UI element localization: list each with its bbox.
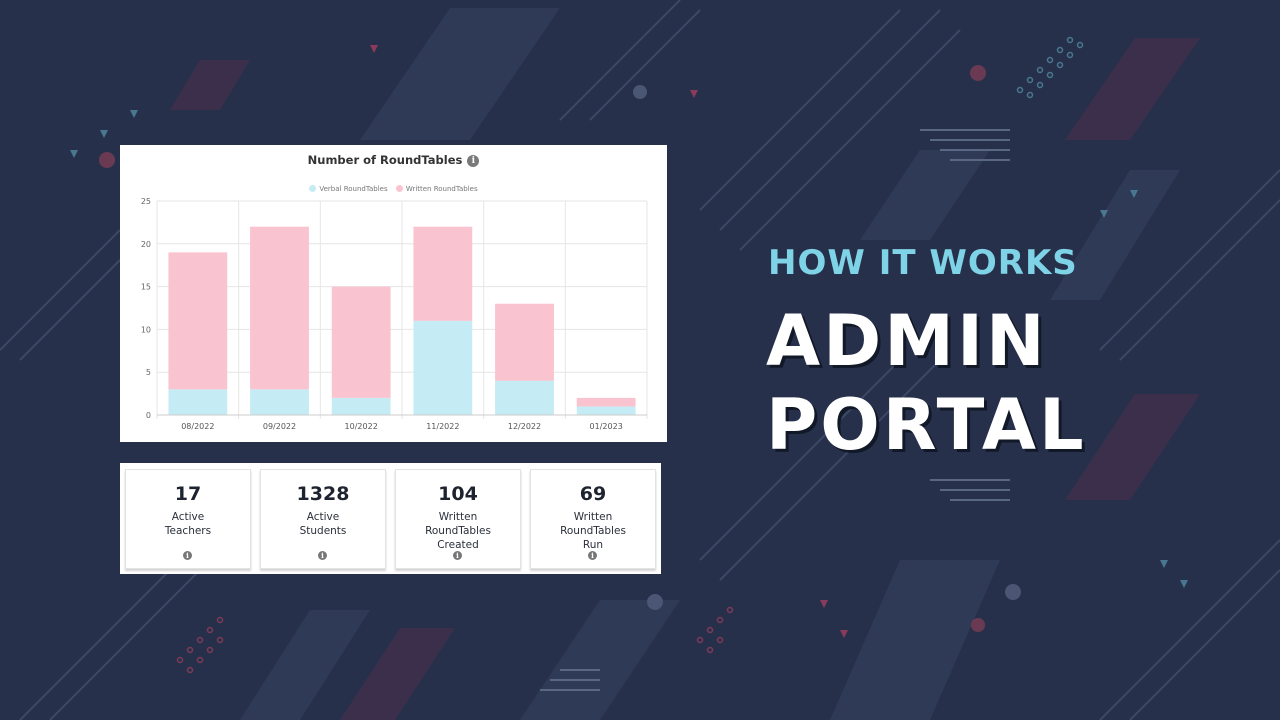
stat-value: 1328 [296,483,350,505]
stat-card-active-students: 1328 Active Students i [260,469,386,569]
bar-verbal-01/2023 [576,406,636,415]
legend-item-verbal[interactable]: Verbal RoundTables [309,185,388,193]
legend-item-written[interactable]: Written RoundTables [395,185,478,193]
headline-line-1: ADMIN [766,300,1048,382]
bar-written-09/2022 [250,226,309,390]
x-tick-label: 10/2022 [345,422,378,431]
bar-written-10/2022 [331,286,391,398]
y-tick-label: 20 [141,240,151,249]
y-tick-label: 0 [146,411,151,420]
x-tick-label: 11/2022 [426,422,459,431]
stat-label: Written RoundTables Run [560,511,626,551]
info-icon[interactable]: i [318,551,327,560]
legend-label-verbal: Verbal RoundTables [319,185,388,193]
chart-title: Number of RoundTables i [120,153,667,167]
stat-value: 17 [174,483,202,505]
section-kicker: HOW IT WORKS [768,243,1078,283]
bar-written-12/2022 [495,303,554,381]
legend-swatch-written [395,185,403,192]
bar-verbal-08/2022 [168,389,228,415]
info-icon[interactable]: i [588,551,597,560]
bar-written-01/2023 [576,397,636,407]
x-tick-label: 01/2023 [590,422,623,431]
x-tick-label: 12/2022 [508,422,541,431]
bar-chart: 0 5 10 15 20 25 08/2022 09/2022 10/2022 11/2022 12… [141,197,648,431]
x-tick-label: 08/2022 [181,422,214,431]
bar-verbal-12/2022 [495,380,554,415]
legend-swatch-verbal [309,185,317,192]
y-tick-label: 15 [141,283,151,292]
y-tick-label: 5 [146,368,151,377]
bar-written-11/2022 [413,226,473,321]
stat-label: Active Students [299,511,347,537]
chart-legend: Verbal RoundTables Written RoundTables [120,185,667,193]
stat-card-active-teachers: 17 Active Teachers i [125,469,251,569]
stat-value: 69 [579,483,607,505]
stat-value: 104 [438,483,478,505]
y-tick-label: 25 [141,197,151,206]
bar-verbal-09/2022 [250,389,309,415]
info-icon[interactable]: i [453,551,462,560]
stat-card-written-run: 69 Written RoundTables Run i [530,469,656,569]
stat-label: Written RoundTables Created [425,511,491,551]
bar-verbal-10/2022 [331,397,391,415]
roundtables-chart-card: Number of RoundTables i Verbal RoundTable… [120,145,667,442]
chart-title-text: Number of RoundTables [307,153,463,167]
bar-written-08/2022 [168,252,228,390]
legend-label-written: Written RoundTables [405,185,478,193]
stat-card-written-created: 104 Written RoundTables Created i [395,469,521,569]
stats-panel: 17 Active Teachers i 1328 Active Student… [120,463,661,574]
x-tick-label: 09/2022 [263,422,296,431]
info-icon[interactable]: i [183,551,192,560]
info-icon[interactable]: i [467,155,480,167]
y-tick-label: 10 [141,325,151,334]
bar-verbal-11/2022 [413,320,473,415]
stat-label: Active Teachers [164,511,212,537]
headline-line-2: PORTAL [766,384,1087,466]
